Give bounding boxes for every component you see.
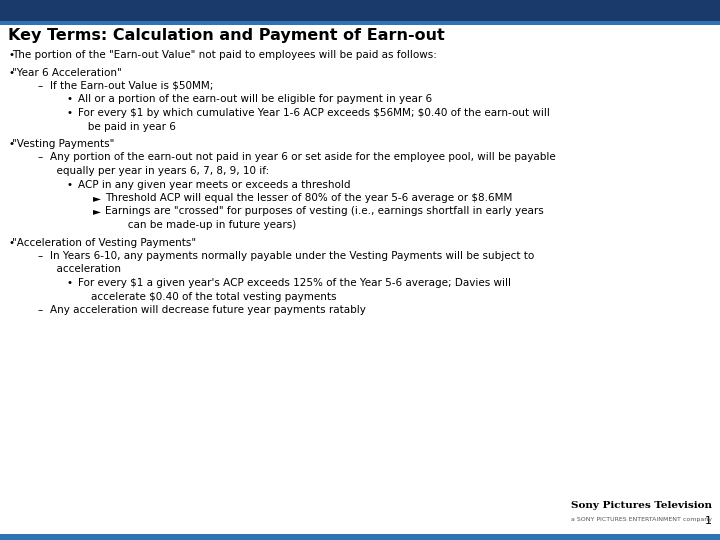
Text: be paid in year 6: be paid in year 6 [78, 122, 176, 132]
Text: ►: ► [93, 206, 101, 217]
Bar [0, 534, 720, 540]
Text: •: • [66, 108, 72, 118]
Text: "Vesting Payments": "Vesting Payments" [12, 139, 114, 149]
Text: "Acceleration of Vesting Payments": "Acceleration of Vesting Payments" [12, 238, 196, 247]
Text: 1: 1 [705, 516, 712, 526]
Text: can be made-up in future years): can be made-up in future years) [105, 220, 296, 230]
Text: Sony Pictures Television: Sony Pictures Television [571, 501, 712, 510]
Text: a SONY PICTURES ENTERTAINMENT company: a SONY PICTURES ENTERTAINMENT company [571, 517, 712, 522]
Text: All or a portion of the earn-out will be eligible for payment in year 6: All or a portion of the earn-out will be… [78, 94, 432, 105]
Text: acceleration: acceleration [50, 265, 121, 274]
Text: ACP in any given year meets or exceeds a threshold: ACP in any given year meets or exceeds a… [78, 179, 351, 190]
Text: "Year 6 Acceleration": "Year 6 Acceleration" [12, 68, 122, 78]
Bar [0, 21, 720, 25]
Text: –: – [38, 81, 43, 91]
Text: •: • [66, 179, 72, 190]
Text: ►: ► [93, 193, 101, 203]
Text: For every $1 a given year's ACP exceeds 125% of the Year 5-6 average; Davies wil: For every $1 a given year's ACP exceeds … [78, 278, 511, 288]
Text: Earnings are "crossed" for purposes of vesting (i.e., earnings shortfall in earl: Earnings are "crossed" for purposes of v… [105, 206, 544, 217]
Text: Any acceleration will decrease future year payments ratably: Any acceleration will decrease future ye… [50, 305, 366, 315]
Text: –: – [38, 305, 43, 315]
Text: equally per year in years 6, 7, 8, 9, 10 if:: equally per year in years 6, 7, 8, 9, 10… [50, 166, 269, 176]
Text: For every $1 by which cumulative Year 1-6 ACP exceeds $56MM; $0.40 of the earn-o: For every $1 by which cumulative Year 1-… [78, 108, 550, 118]
Text: •: • [8, 238, 14, 247]
Text: •: • [8, 139, 14, 149]
Text: accelerate $0.40 of the total vesting payments: accelerate $0.40 of the total vesting pa… [78, 292, 336, 301]
Text: In Years 6-10, any payments normally payable under the Vesting Payments will be : In Years 6-10, any payments normally pay… [50, 251, 534, 261]
Text: •: • [66, 94, 72, 105]
Text: If the Earn-out Value is $50MM;: If the Earn-out Value is $50MM; [50, 81, 213, 91]
Text: •: • [8, 50, 14, 60]
Text: Threshold ACP will equal the lesser of 80% of the year 5-6 average or $8.6MM: Threshold ACP will equal the lesser of 8… [105, 193, 513, 203]
Text: –: – [38, 251, 43, 261]
Text: •: • [66, 278, 72, 288]
Bar [0, 0, 720, 21]
Text: The portion of the "Earn-out Value" not paid to employees will be paid as follow: The portion of the "Earn-out Value" not … [12, 50, 437, 60]
Text: •: • [8, 68, 14, 78]
Text: Any portion of the earn-out not paid in year 6 or set aside for the employee poo: Any portion of the earn-out not paid in … [50, 152, 556, 163]
Text: –: – [38, 152, 43, 163]
Text: Key Terms: Calculation and Payment of Earn-out: Key Terms: Calculation and Payment of Ea… [8, 28, 445, 43]
